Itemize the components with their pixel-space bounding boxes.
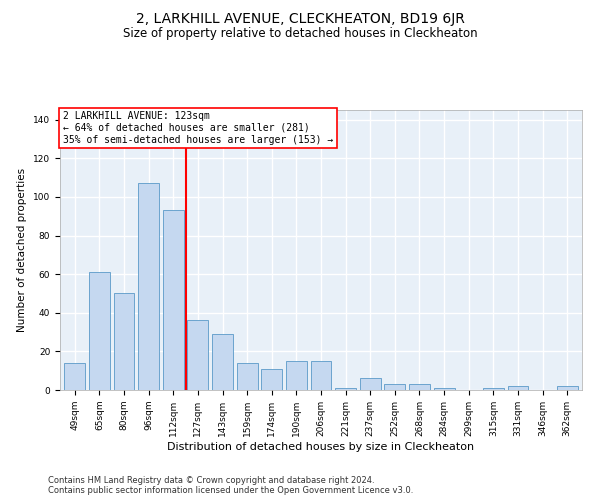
Bar: [360, 378, 381, 390]
X-axis label: Distribution of detached houses by size in Cleckheaton: Distribution of detached houses by size …: [167, 442, 475, 452]
Bar: [212, 334, 233, 390]
Bar: [311, 361, 331, 390]
Y-axis label: Number of detached properties: Number of detached properties: [17, 168, 28, 332]
Bar: [163, 210, 184, 390]
Bar: [261, 369, 282, 390]
Text: Contains HM Land Registry data © Crown copyright and database right 2024.: Contains HM Land Registry data © Crown c…: [48, 476, 374, 485]
Text: Contains public sector information licensed under the Open Government Licence v3: Contains public sector information licen…: [48, 486, 413, 495]
Bar: [236, 363, 257, 390]
Bar: [64, 363, 85, 390]
Bar: [434, 388, 455, 390]
Bar: [557, 386, 578, 390]
Text: Size of property relative to detached houses in Cleckheaton: Size of property relative to detached ho…: [122, 28, 478, 40]
Bar: [187, 320, 208, 390]
Text: 2, LARKHILL AVENUE, CLECKHEATON, BD19 6JR: 2, LARKHILL AVENUE, CLECKHEATON, BD19 6J…: [136, 12, 464, 26]
Bar: [138, 184, 159, 390]
Bar: [508, 386, 529, 390]
Bar: [113, 294, 134, 390]
Text: 2 LARKHILL AVENUE: 123sqm
← 64% of detached houses are smaller (281)
35% of semi: 2 LARKHILL AVENUE: 123sqm ← 64% of detac…: [62, 112, 333, 144]
Bar: [286, 361, 307, 390]
Bar: [335, 388, 356, 390]
Bar: [89, 272, 110, 390]
Bar: [409, 384, 430, 390]
Bar: [385, 384, 406, 390]
Bar: [483, 388, 504, 390]
